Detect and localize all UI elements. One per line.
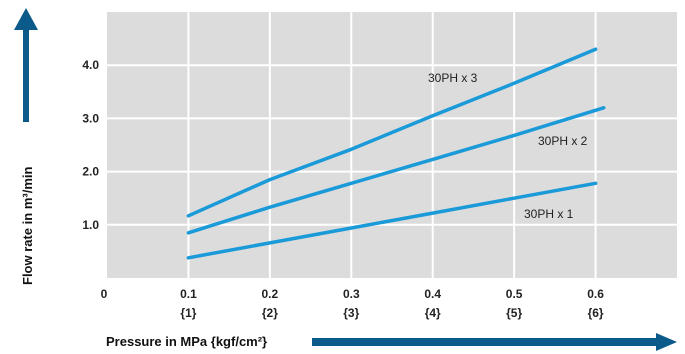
x-tick-label: 0.4 bbox=[424, 287, 441, 301]
x-tick-label: 0.3 bbox=[343, 287, 360, 301]
x-tick-label: 0.5 bbox=[506, 287, 523, 301]
y-tick-label: 4.0 bbox=[82, 58, 99, 72]
series-line bbox=[186, 106, 606, 235]
x-tick-label: 0 bbox=[101, 287, 108, 301]
x-tick-sublabel: {4} bbox=[425, 306, 441, 320]
x-tick-sublabel: {2} bbox=[262, 306, 278, 320]
series-label: 30PH x 2 bbox=[538, 134, 588, 148]
x-tick-label: 0.6 bbox=[587, 287, 604, 301]
x-tick-label: 0.2 bbox=[262, 287, 279, 301]
y-axis-arrow bbox=[14, 8, 38, 122]
series-label: 30PH x 3 bbox=[428, 71, 478, 85]
grid bbox=[107, 12, 677, 278]
x-tick-sublabel: {5} bbox=[506, 306, 522, 320]
y-tick-label: 2.0 bbox=[82, 165, 99, 179]
y-tick-label: 3.0 bbox=[82, 111, 99, 125]
series-labels: 30PH x 3 30PH x 2 30PH x 1 bbox=[428, 71, 588, 221]
x-axis-ticks: 0 0.1 {1} 0.2 {2} 0.3 {3} 0.4 {4} 0.5 {5} 0.6 {6} bbox=[101, 287, 605, 320]
x-tick-sublabel: {6} bbox=[588, 306, 604, 320]
x-tick-sublabel: {1} bbox=[180, 306, 196, 320]
x-axis-arrow bbox=[312, 333, 677, 351]
series-line bbox=[186, 181, 598, 260]
x-tick-label: 0.1 bbox=[180, 287, 197, 301]
y-axis-ticks: 1.0 2.0 3.0 4.0 bbox=[82, 58, 99, 232]
y-tick-label: 1.0 bbox=[82, 218, 99, 232]
x-tick-sublabel: {3} bbox=[343, 306, 359, 320]
y-axis-title: Flow rate in m³/min bbox=[20, 166, 35, 285]
series-label: 30PH x 1 bbox=[524, 207, 574, 221]
series-line bbox=[186, 47, 598, 218]
series-lines bbox=[186, 47, 606, 260]
x-axis-title: Pressure in MPa {kgf/cm²} bbox=[106, 334, 267, 349]
